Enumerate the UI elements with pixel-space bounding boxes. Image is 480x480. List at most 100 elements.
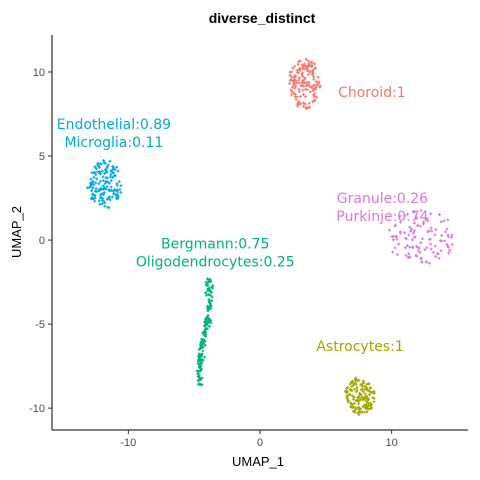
data-point: [107, 206, 111, 210]
data-point: [426, 230, 430, 234]
data-point: [199, 341, 202, 345]
data-point: [299, 102, 303, 106]
data-point: [98, 202, 102, 206]
data-point: [313, 95, 316, 98]
data-point: [209, 307, 213, 311]
data-point: [301, 75, 305, 78]
data-point: [104, 168, 108, 172]
data-point: [93, 165, 97, 169]
data-point: [301, 66, 305, 70]
data-point: [294, 84, 298, 88]
data-point: [434, 255, 438, 258]
data-point: [302, 84, 306, 88]
data-point: [205, 323, 209, 327]
data-point: [197, 348, 201, 351]
data-point: [360, 387, 364, 391]
data-point: [306, 73, 310, 77]
data-point: [352, 395, 356, 399]
data-point: [203, 324, 207, 328]
data-point: [439, 220, 443, 224]
data-point: [292, 80, 296, 83]
data-point: [306, 66, 310, 70]
data-point: [308, 85, 312, 89]
data-point: [97, 199, 101, 203]
data-point: [100, 192, 104, 196]
data-point: [101, 175, 105, 179]
data-point: [433, 233, 437, 237]
data-point: [201, 342, 205, 346]
data-point: [413, 235, 417, 239]
data-point: [368, 393, 371, 397]
data-point: [350, 385, 354, 389]
data-point: [450, 233, 454, 237]
data-point: [302, 104, 305, 108]
data-point: [108, 198, 112, 202]
data-point: [424, 260, 428, 264]
data-point: [206, 314, 210, 317]
data-point: [308, 70, 312, 74]
data-point: [111, 165, 114, 168]
data-point: [363, 410, 367, 414]
data-point: [366, 397, 370, 401]
data-point: [363, 392, 367, 396]
data-point: [409, 229, 412, 233]
data-point: [303, 102, 307, 106]
data-point: [388, 228, 391, 232]
data-point: [98, 179, 102, 183]
data-point: [363, 403, 367, 407]
data-point: [113, 188, 117, 191]
data-point: [103, 162, 107, 165]
data-point: [206, 289, 210, 293]
data-point: [102, 200, 106, 203]
data-point: [115, 183, 119, 187]
data-point: [297, 76, 301, 80]
data-point: [361, 405, 365, 409]
data-point: [367, 382, 371, 386]
cluster-label-bergmann-oligodendrocytes: Bergmann:0.75: [161, 236, 269, 252]
data-point: [419, 209, 423, 213]
cluster-choroid-points: [288, 57, 322, 111]
data-point: [113, 168, 117, 171]
data-point: [415, 216, 418, 220]
data-point: [367, 389, 371, 393]
y-tick-label: 10: [33, 67, 45, 79]
data-point: [293, 64, 296, 68]
data-point: [90, 189, 94, 193]
data-point: [443, 239, 446, 243]
data-point: [353, 410, 356, 414]
data-point: [99, 187, 103, 191]
data-point: [429, 242, 432, 246]
data-point: [410, 238, 414, 242]
data-point: [416, 246, 420, 249]
data-point: [296, 70, 299, 74]
data-point: [296, 62, 300, 66]
data-point: [313, 62, 316, 66]
data-point: [358, 392, 362, 395]
data-point: [345, 387, 348, 390]
data-point: [345, 396, 349, 400]
cluster-astrocytes-points: [343, 376, 376, 417]
data-point: [103, 182, 107, 186]
data-point: [372, 396, 376, 400]
data-point: [198, 369, 202, 373]
data-point: [311, 73, 314, 76]
data-point: [293, 86, 297, 90]
data-point: [391, 250, 395, 254]
data-point: [447, 251, 451, 255]
data-point: [116, 169, 120, 173]
data-point: [306, 59, 310, 63]
data-point: [297, 87, 301, 91]
data-point: [398, 214, 402, 218]
data-point: [204, 291, 208, 295]
data-point: [354, 407, 358, 411]
data-point: [110, 168, 114, 172]
data-point: [370, 403, 373, 406]
data-point: [101, 184, 105, 188]
data-point: [298, 59, 302, 63]
data-point: [372, 400, 376, 404]
data-point: [364, 403, 368, 406]
data-point: [365, 410, 369, 414]
data-point: [110, 195, 114, 199]
data-point: [89, 181, 93, 185]
y-tick-label: 5: [39, 151, 45, 163]
